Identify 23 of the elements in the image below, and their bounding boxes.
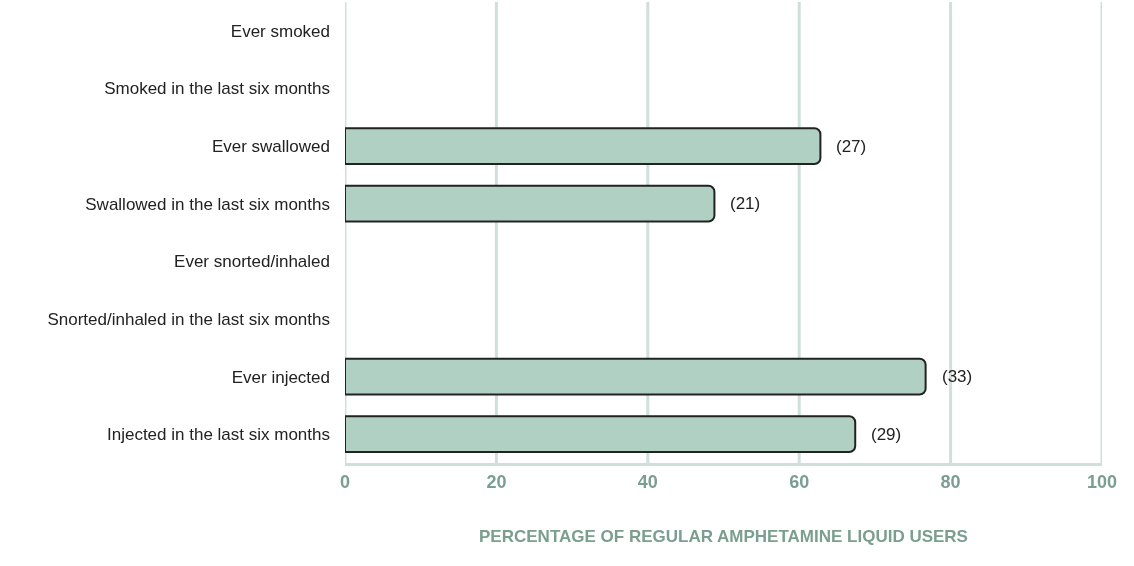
y-tick-label: Swallowed in the last six months [85,194,330,214]
x-tick-label: 20 [486,471,507,492]
y-tick-label: Ever injected [231,367,330,387]
x-tick-label: 80 [940,471,961,492]
x-tick-label: 40 [637,471,658,492]
x-axis-title: PERCENTAGE OF REGULAR AMPHETAMINE LIQUID USERS [479,527,968,546]
y-tick-label: Ever smoked [230,21,330,41]
y-tick-label: Ever swallowed [211,137,330,157]
annotation: (29) [871,425,902,444]
annotation: (33) [942,367,973,386]
bar [345,184,716,223]
bar [345,415,857,454]
bar [345,357,927,396]
x-tick-label: 100 [1086,471,1118,492]
x-tick-label: 60 [789,471,810,492]
y-tick-label: Snorted/inhaled in the last six months [47,309,330,329]
x-tick-label: 0 [339,471,351,492]
annotation: (21) [730,194,761,213]
y-tick-label: Ever snorted/inhaled [174,252,330,272]
annotation: (27) [836,137,867,156]
bar [345,127,822,165]
y-tick-label: Smoked in the last six months [104,79,330,99]
y-tick-label: Injected in the last six months [106,425,330,445]
